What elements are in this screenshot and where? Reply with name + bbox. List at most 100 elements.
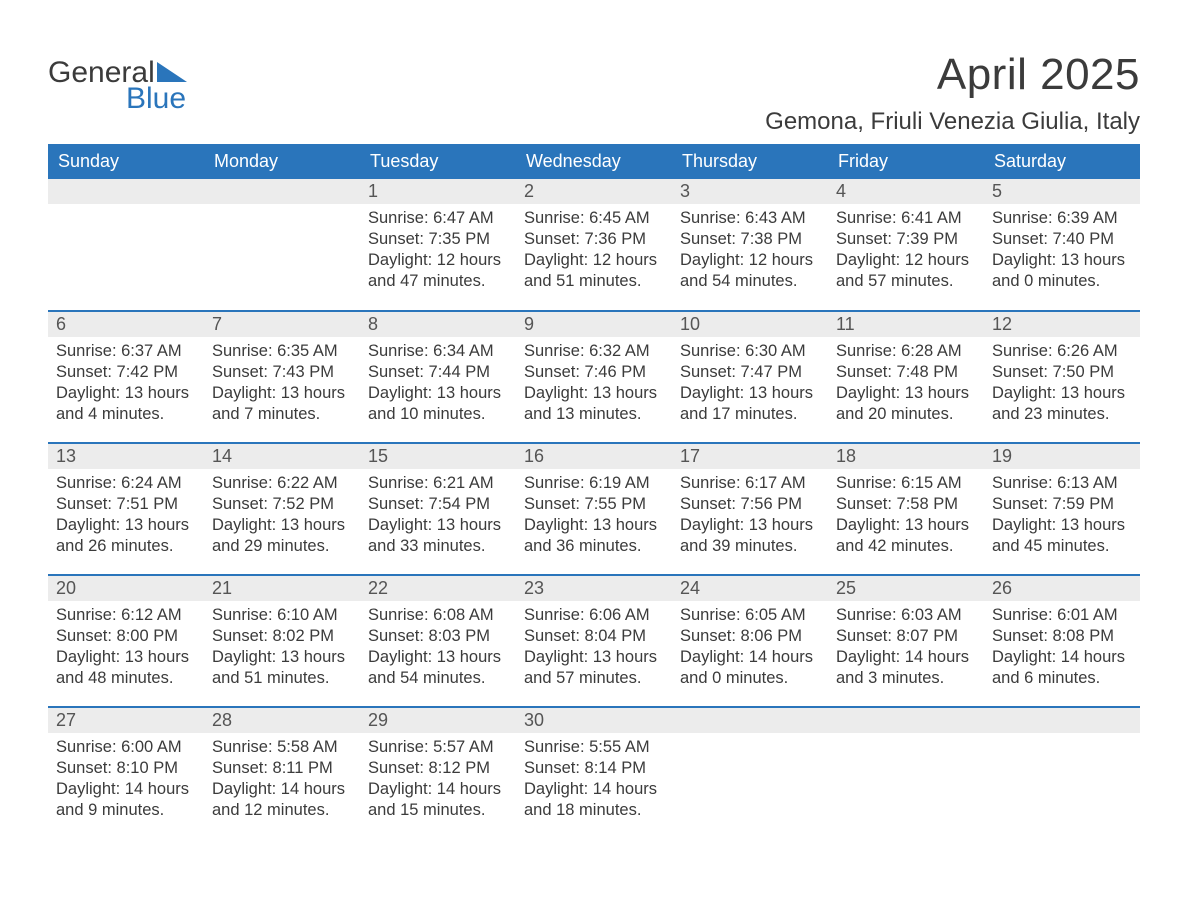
sunset-text: Sunset: 8:11 PM (212, 758, 352, 779)
calendar-day-cell: 22Sunrise: 6:08 AMSunset: 8:03 PMDayligh… (360, 575, 516, 707)
sunset-text: Sunset: 7:48 PM (836, 362, 976, 383)
day-details: Sunrise: 6:43 AMSunset: 7:38 PMDaylight:… (672, 204, 828, 292)
month-title: April 2025 (765, 50, 1140, 100)
daylight-text: Daylight: 14 hours and 0 minutes. (680, 647, 820, 689)
day-number: 16 (516, 444, 672, 469)
logo-sail-icon (157, 62, 187, 82)
calendar-week-row: 20Sunrise: 6:12 AMSunset: 8:00 PMDayligh… (48, 575, 1140, 707)
sunset-text: Sunset: 7:47 PM (680, 362, 820, 383)
sunrise-text: Sunrise: 6:47 AM (368, 208, 508, 229)
calendar-day-cell (984, 707, 1140, 839)
daylight-text: Daylight: 13 hours and 51 minutes. (212, 647, 352, 689)
day-number (672, 708, 828, 733)
calendar-day-cell: 4Sunrise: 6:41 AMSunset: 7:39 PMDaylight… (828, 179, 984, 311)
sunrise-text: Sunrise: 6:19 AM (524, 473, 664, 494)
calendar-day-cell: 18Sunrise: 6:15 AMSunset: 7:58 PMDayligh… (828, 443, 984, 575)
daylight-text: Daylight: 14 hours and 18 minutes. (524, 779, 664, 821)
sunrise-text: Sunrise: 6:41 AM (836, 208, 976, 229)
calendar-day-cell (204, 179, 360, 311)
day-details (672, 733, 828, 737)
title-block: April 2025 Gemona, Friuli Venezia Giulia… (765, 50, 1140, 136)
daylight-text: Daylight: 13 hours and 0 minutes. (992, 250, 1132, 292)
sunrise-text: Sunrise: 6:43 AM (680, 208, 820, 229)
day-number: 8 (360, 312, 516, 337)
sunset-text: Sunset: 8:04 PM (524, 626, 664, 647)
calendar-day-cell: 30Sunrise: 5:55 AMSunset: 8:14 PMDayligh… (516, 707, 672, 839)
sunrise-text: Sunrise: 5:55 AM (524, 737, 664, 758)
day-number: 12 (984, 312, 1140, 337)
day-details: Sunrise: 6:12 AMSunset: 8:00 PMDaylight:… (48, 601, 204, 689)
calendar-day-cell: 2Sunrise: 6:45 AMSunset: 7:36 PMDaylight… (516, 179, 672, 311)
day-number: 29 (360, 708, 516, 733)
day-number (48, 179, 204, 204)
day-details (828, 733, 984, 737)
day-details: Sunrise: 6:26 AMSunset: 7:50 PMDaylight:… (984, 337, 1140, 425)
sunrise-text: Sunrise: 6:30 AM (680, 341, 820, 362)
day-number: 25 (828, 576, 984, 601)
sunrise-text: Sunrise: 6:03 AM (836, 605, 976, 626)
calendar-body: 1Sunrise: 6:47 AMSunset: 7:35 PMDaylight… (48, 179, 1140, 839)
sunrise-text: Sunrise: 6:22 AM (212, 473, 352, 494)
calendar-day-cell: 8Sunrise: 6:34 AMSunset: 7:44 PMDaylight… (360, 311, 516, 443)
day-details: Sunrise: 6:08 AMSunset: 8:03 PMDaylight:… (360, 601, 516, 689)
daylight-text: Daylight: 13 hours and 4 minutes. (56, 383, 196, 425)
day-number: 10 (672, 312, 828, 337)
sunrise-text: Sunrise: 6:12 AM (56, 605, 196, 626)
calendar-day-cell: 27Sunrise: 6:00 AMSunset: 8:10 PMDayligh… (48, 707, 204, 839)
calendar-day-cell: 17Sunrise: 6:17 AMSunset: 7:56 PMDayligh… (672, 443, 828, 575)
day-number: 3 (672, 179, 828, 204)
sunrise-text: Sunrise: 6:01 AM (992, 605, 1132, 626)
day-details: Sunrise: 5:58 AMSunset: 8:11 PMDaylight:… (204, 733, 360, 821)
day-number: 27 (48, 708, 204, 733)
calendar-day-cell: 26Sunrise: 6:01 AMSunset: 8:08 PMDayligh… (984, 575, 1140, 707)
calendar-day-cell: 3Sunrise: 6:43 AMSunset: 7:38 PMDaylight… (672, 179, 828, 311)
day-number: 4 (828, 179, 984, 204)
sunrise-text: Sunrise: 6:37 AM (56, 341, 196, 362)
daylight-text: Daylight: 13 hours and 36 minutes. (524, 515, 664, 557)
sunset-text: Sunset: 7:46 PM (524, 362, 664, 383)
day-details: Sunrise: 6:13 AMSunset: 7:59 PMDaylight:… (984, 469, 1140, 557)
sunrise-text: Sunrise: 6:06 AM (524, 605, 664, 626)
day-details: Sunrise: 6:17 AMSunset: 7:56 PMDaylight:… (672, 469, 828, 557)
day-number: 19 (984, 444, 1140, 469)
daylight-text: Daylight: 13 hours and 26 minutes. (56, 515, 196, 557)
sunset-text: Sunset: 8:00 PM (56, 626, 196, 647)
day-details (984, 733, 1140, 737)
calendar-day-cell: 9Sunrise: 6:32 AMSunset: 7:46 PMDaylight… (516, 311, 672, 443)
day-details: Sunrise: 6:05 AMSunset: 8:06 PMDaylight:… (672, 601, 828, 689)
day-details: Sunrise: 6:35 AMSunset: 7:43 PMDaylight:… (204, 337, 360, 425)
day-details: Sunrise: 6:30 AMSunset: 7:47 PMDaylight:… (672, 337, 828, 425)
daylight-text: Daylight: 13 hours and 33 minutes. (368, 515, 508, 557)
daylight-text: Daylight: 14 hours and 9 minutes. (56, 779, 196, 821)
sunset-text: Sunset: 7:38 PM (680, 229, 820, 250)
sunrise-text: Sunrise: 6:15 AM (836, 473, 976, 494)
calendar-day-cell (48, 179, 204, 311)
sunset-text: Sunset: 7:58 PM (836, 494, 976, 515)
day-details: Sunrise: 6:41 AMSunset: 7:39 PMDaylight:… (828, 204, 984, 292)
calendar-head: Sunday Monday Tuesday Wednesday Thursday… (48, 144, 1140, 179)
daylight-text: Daylight: 12 hours and 47 minutes. (368, 250, 508, 292)
sunrise-text: Sunrise: 6:39 AM (992, 208, 1132, 229)
sunset-text: Sunset: 8:14 PM (524, 758, 664, 779)
daylight-text: Daylight: 13 hours and 57 minutes. (524, 647, 664, 689)
sunrise-text: Sunrise: 6:35 AM (212, 341, 352, 362)
generalblue-logo: General Blue (48, 56, 187, 116)
daylight-text: Daylight: 12 hours and 51 minutes. (524, 250, 664, 292)
day-details: Sunrise: 6:34 AMSunset: 7:44 PMDaylight:… (360, 337, 516, 425)
sunset-text: Sunset: 7:56 PM (680, 494, 820, 515)
weekday-header: Tuesday (360, 144, 516, 179)
day-details: Sunrise: 6:15 AMSunset: 7:58 PMDaylight:… (828, 469, 984, 557)
sunset-text: Sunset: 7:50 PM (992, 362, 1132, 383)
day-number: 26 (984, 576, 1140, 601)
calendar-day-cell: 28Sunrise: 5:58 AMSunset: 8:11 PMDayligh… (204, 707, 360, 839)
day-number: 13 (48, 444, 204, 469)
location-subtitle: Gemona, Friuli Venezia Giulia, Italy (765, 108, 1140, 136)
sunrise-text: Sunrise: 6:17 AM (680, 473, 820, 494)
calendar-day-cell: 15Sunrise: 6:21 AMSunset: 7:54 PMDayligh… (360, 443, 516, 575)
day-number: 24 (672, 576, 828, 601)
sunset-text: Sunset: 7:44 PM (368, 362, 508, 383)
day-number: 7 (204, 312, 360, 337)
day-details: Sunrise: 6:32 AMSunset: 7:46 PMDaylight:… (516, 337, 672, 425)
calendar-table: Sunday Monday Tuesday Wednesday Thursday… (48, 144, 1140, 839)
day-details: Sunrise: 6:19 AMSunset: 7:55 PMDaylight:… (516, 469, 672, 557)
